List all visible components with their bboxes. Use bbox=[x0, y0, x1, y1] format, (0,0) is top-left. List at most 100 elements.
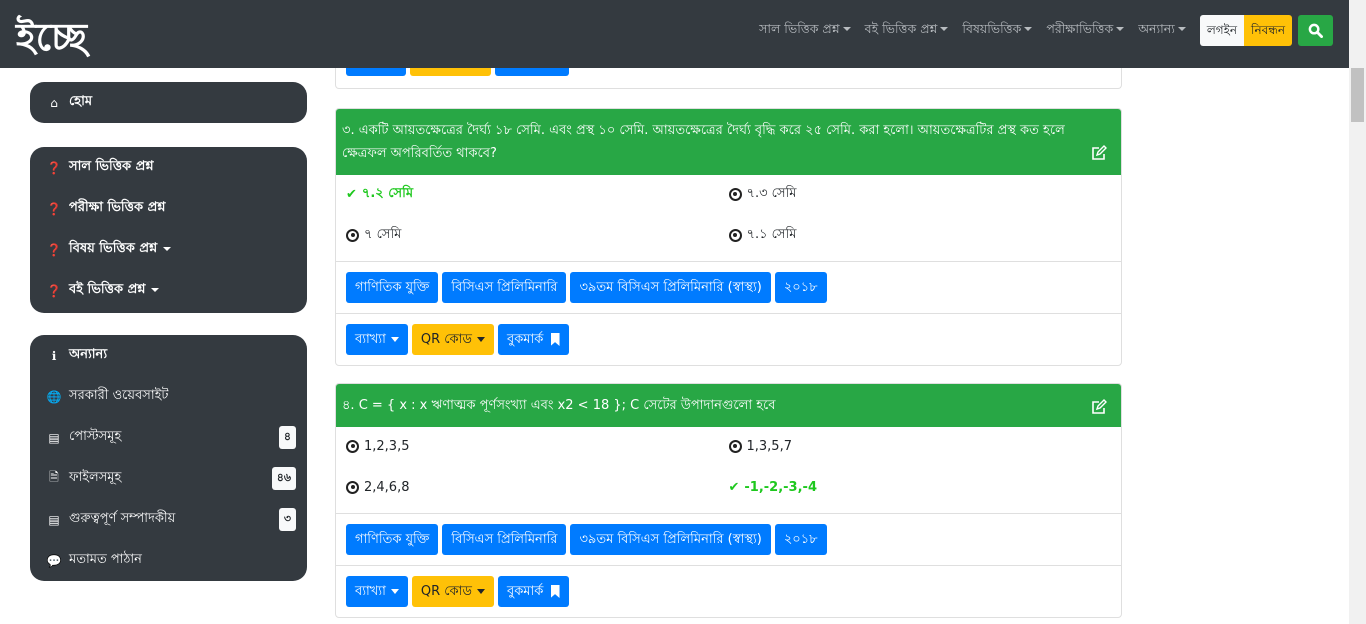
option-label: 1,2,3,5 bbox=[364, 438, 410, 454]
tag[interactable]: বিসিএস প্রিলিমিনারি bbox=[442, 524, 567, 555]
login-button[interactable]: লগইন bbox=[1199, 15, 1245, 46]
check-icon: ✔ bbox=[346, 186, 357, 202]
sidebar-item-feedback[interactable]: 💬 মতামত পাঠান bbox=[30, 540, 307, 581]
logo[interactable]: ইচ্ছে bbox=[16, 14, 88, 59]
list-icon: ▤ bbox=[48, 512, 60, 527]
tag[interactable]: বিসিএস প্রিলিমিনারি bbox=[442, 272, 567, 303]
sidebar-item-exam[interactable]: ❓ পরীক্ষা ভিত্তিক প্রশ্ন bbox=[30, 188, 307, 229]
search-button[interactable] bbox=[1298, 15, 1333, 46]
sidebar-item-label: পোস্টসমূহ bbox=[69, 429, 122, 444]
info-icon: ℹ bbox=[51, 348, 57, 363]
option[interactable]: 2,4,6,8 bbox=[346, 472, 729, 502]
sidebar-item-files[interactable]: 🗎 ফাইলসমূহ ৪৬ bbox=[30, 458, 307, 499]
question-circle-icon: ❓ bbox=[46, 160, 62, 175]
tag[interactable]: ৩৯তম বিসিএস প্রিলিমিনারি (স্বাস্থ্য) bbox=[570, 524, 771, 555]
sidebar-item-label: সাল ভিত্তিক প্রশ্ন bbox=[69, 159, 154, 174]
search-icon bbox=[1308, 23, 1323, 38]
option-label: ৭.৩ সেমি bbox=[746, 185, 797, 201]
sidebar-questions-panel: ❓ সাল ভিত্তিক প্রশ্ন ❓ পরীক্ষা ভিত্তিক প্র… bbox=[30, 147, 307, 313]
nav-subject[interactable]: বিষয়ভিত্তিক bbox=[962, 21, 1032, 41]
option[interactable]: 1,3,5,7 bbox=[728, 431, 1112, 461]
radio-icon bbox=[728, 187, 742, 201]
question-card: ৪. C = { x : x ঋণাত্মক পূর্ণসংখ্যা এবং x… bbox=[335, 383, 1122, 618]
sidebar-item-book[interactable]: ❓ বই ভিত্তিক প্রশ্ন bbox=[30, 270, 307, 311]
tags-row: গাণিতিক যুক্তি বিসিএস প্রিলিমিনারি ৩৯তম … bbox=[336, 262, 1121, 314]
edit-icon[interactable] bbox=[1091, 399, 1107, 415]
sidebar-item-label: মতামত পাঠান bbox=[69, 552, 142, 567]
navbar: ইচ্ছে সাল ভিত্তিক প্রশ্ন বই ভিত্তিক প্রশ… bbox=[0, 0, 1349, 68]
sidebar-home-panel: ⌂ হোম bbox=[30, 82, 307, 123]
count-badge: ৪ bbox=[278, 426, 296, 449]
scrollbar-thumb[interactable] bbox=[1351, 68, 1364, 122]
sidebar-item-label: সরকারী ওয়েবসাইট bbox=[69, 388, 169, 403]
sidebar-item-posts[interactable]: ▤ পোস্টসমূহ ৪ bbox=[30, 417, 307, 458]
question-header: ৪. C = { x : x ঋণাত্মক পূর্ণসংখ্যা এবং x… bbox=[336, 384, 1121, 427]
globe-icon: 🌐 bbox=[46, 389, 62, 404]
actions-row: ব্যাখ্যা QR কোড বুকমার্ক bbox=[336, 314, 1121, 365]
tag[interactable]: গাণিতিক যুক্তি bbox=[346, 524, 439, 555]
question-card: ৩. একটি আয়তক্ষেত্রের দৈর্ঘ্য ১৮ সেমি. এ… bbox=[335, 108, 1122, 366]
radio-icon bbox=[728, 228, 742, 242]
option-label: 1,3,5,7 bbox=[746, 438, 792, 454]
bookmark-label: বুকমার্ক bbox=[506, 332, 544, 347]
options: 1,2,3,5 1,3,5,7 2,4,6,8 ✔ -1,-2,-3,-4 bbox=[336, 427, 1121, 514]
option[interactable]: 1,2,3,5 bbox=[346, 431, 729, 461]
bookmark-icon bbox=[550, 333, 560, 346]
sidebar-item-home[interactable]: ⌂ হোম bbox=[30, 82, 307, 123]
explain-button[interactable]: ব্যাখ্যা bbox=[346, 324, 408, 355]
option-label: -1,-2,-3,-4 bbox=[744, 479, 817, 495]
sidebar-item-label: গুরুত্বপূর্ণ সম্পাদকীয় bbox=[69, 511, 176, 526]
sidebar-item-label: হোম bbox=[69, 94, 93, 109]
option-label: ৭.২ সেমি bbox=[361, 185, 414, 201]
option-correct[interactable]: ✔ ৭.২ সেমি bbox=[346, 179, 729, 209]
radio-icon bbox=[346, 480, 359, 494]
qr-code-button[interactable]: QR কোড bbox=[411, 324, 494, 355]
question-text: ৪. C = { x : x ঋণাত্মক পূর্ণসংখ্যা এবং x… bbox=[342, 398, 776, 413]
option-label: ৭ সেমি bbox=[364, 226, 402, 242]
option-label: ৭.১ সেমি bbox=[746, 226, 797, 242]
sidebar-item-label: বই ভিত্তিক প্রশ্ন bbox=[69, 280, 159, 301]
bookmark-icon bbox=[550, 585, 560, 598]
check-icon: ✔ bbox=[728, 479, 740, 495]
option[interactable]: ৭.১ সেমি bbox=[728, 220, 1112, 250]
nav-book-questions[interactable]: বই ভিত্তিক প্রশ্ন bbox=[865, 21, 949, 41]
nav-exam[interactable]: পরীক্ষাভিত্তিক bbox=[1046, 21, 1124, 41]
question-circle-icon: ❓ bbox=[46, 283, 62, 298]
radio-icon bbox=[728, 439, 742, 453]
option[interactable]: ৭.৩ সেমি bbox=[728, 179, 1112, 209]
tag[interactable]: ৩৯তম বিসিএস প্রিলিমিনারি (স্বাস্থ্য) bbox=[570, 272, 771, 303]
actions-row: ব্যাখ্যা QR কোড বুকমার্ক bbox=[336, 566, 1121, 617]
explain-button[interactable]: ব্যাখ্যা bbox=[346, 576, 408, 607]
sidebar-item-label: বিষয় ভিত্তিক প্রশ্ন bbox=[69, 239, 171, 260]
sidebar-other-title: ℹ অন্যান্য bbox=[30, 335, 307, 376]
nav-other[interactable]: অন্যান্য bbox=[1138, 21, 1186, 41]
tag[interactable]: ২০১৮ bbox=[774, 524, 827, 555]
bookmark-button[interactable]: বুকমার্ক bbox=[497, 324, 569, 355]
pdf-file-icon: 🗎 bbox=[49, 470, 59, 484]
tag[interactable]: গাণিতিক যুক্তি bbox=[346, 272, 439, 303]
options: ✔ ৭.২ সেমি ৭.৩ সেমি ৭ সেমি ৭.১ সেমি bbox=[336, 175, 1121, 262]
nav-year-questions[interactable]: সাল ভিত্তিক প্রশ্ন bbox=[759, 21, 851, 41]
bookmark-button[interactable]: বুকমার্ক bbox=[497, 576, 569, 607]
option[interactable]: ৭ সেমি bbox=[346, 220, 729, 250]
radio-icon bbox=[346, 228, 359, 242]
count-badge: ৩ bbox=[278, 508, 296, 531]
register-button[interactable]: নিবন্ধন bbox=[1244, 15, 1292, 46]
edit-icon[interactable] bbox=[1091, 145, 1107, 161]
option-correct[interactable]: ✔ -1,-2,-3,-4 bbox=[729, 472, 1112, 502]
tag[interactable]: ২০১৮ bbox=[774, 272, 827, 303]
radio-icon bbox=[346, 439, 359, 453]
sidebar-other-panel: ℹ অন্যান্য 🌐 সরকারী ওয়েবসাইট ▤ পোস্টসমূহ ৪ … bbox=[30, 335, 307, 581]
list-icon: ▤ bbox=[48, 430, 60, 445]
count-badge: ৪৬ bbox=[271, 467, 296, 490]
question-header: ৩. একটি আয়তক্ষেত্রের দৈর্ঘ্য ১৮ সেমি. এ… bbox=[336, 109, 1121, 175]
question-text: ৩. একটি আয়তক্ষেত্রের দৈর্ঘ্য ১৮ সেমি. এ… bbox=[342, 123, 1065, 161]
sidebar-item-subject[interactable]: ❓ বিষয় ভিত্তিক প্রশ্ন bbox=[30, 229, 307, 270]
home-icon: ⌂ bbox=[50, 95, 58, 110]
sidebar-item-editorials[interactable]: ▤ গুরুত্বপূর্ণ সম্পাদকীয় ৩ bbox=[30, 499, 307, 540]
qr-code-button[interactable]: QR কোড bbox=[411, 576, 494, 607]
sidebar-section-title: অন্যান্য bbox=[69, 347, 108, 362]
scrollbar[interactable] bbox=[1349, 0, 1366, 624]
sidebar-item-gov-websites[interactable]: 🌐 সরকারী ওয়েবসাইট bbox=[30, 376, 307, 417]
sidebar-item-year[interactable]: ❓ সাল ভিত্তিক প্রশ্ন bbox=[30, 147, 307, 188]
